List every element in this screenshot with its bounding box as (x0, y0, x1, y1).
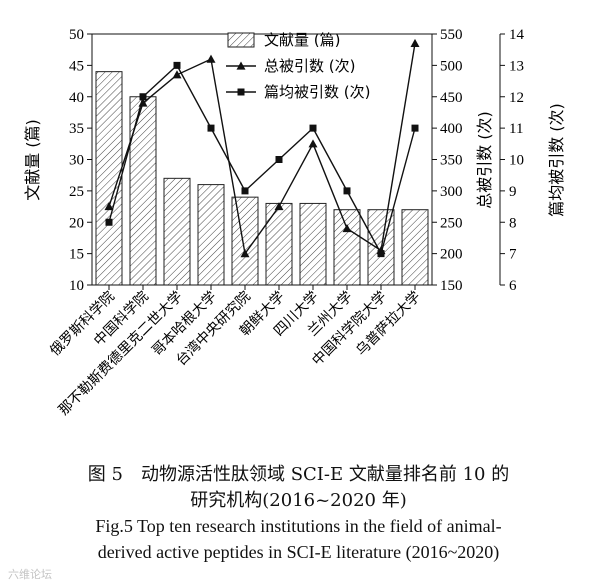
right1-tick-label-3: 300 (440, 184, 463, 200)
right2-tick-label-8: 14 (509, 27, 525, 43)
bar-7 (334, 210, 360, 285)
left-tick-label-0: 10 (69, 278, 84, 294)
average-citations-point-0 (106, 219, 113, 226)
caption-chinese-line-1: 图 5 动物源活性肽领域 SCI-E 文献量排名前 10 的 (0, 460, 597, 486)
bar-9 (402, 210, 428, 285)
legend-swatch-bar (228, 33, 254, 47)
right2-tick-label-0: 6 (509, 278, 517, 294)
average-citations-point-4 (242, 187, 249, 194)
left-tick-label-6: 40 (69, 90, 84, 106)
right1-tick-label-4: 350 (440, 153, 463, 169)
right1-tick-label-0: 150 (440, 278, 463, 294)
bar-3 (198, 185, 224, 285)
right1-axis-title: 总被引数 (次) (475, 111, 494, 209)
legend-label-average: 篇均被引数 (次) (264, 83, 370, 101)
bar-2 (164, 178, 190, 285)
right2-tick-label-6: 12 (509, 90, 524, 106)
left-tick-label-1: 15 (69, 247, 84, 263)
chart: 10 15 20 25 30 35 40 45 50 150 200 250 300 350 400 450 5… (0, 0, 597, 455)
average-citations-point-5 (276, 156, 283, 163)
right1-tick-label-7: 500 (440, 58, 463, 74)
right2-axis-title: 篇均被引数 (次) (547, 103, 566, 217)
right2-tick-label-7: 13 (509, 58, 524, 74)
caption-english-line-2: derived active peptides in SCI-E literat… (0, 542, 597, 563)
left-tick-label-4: 30 (69, 153, 84, 169)
left-tick-label-7: 45 (69, 58, 84, 74)
right1-tick-label-6: 450 (440, 90, 463, 106)
watermark: 六维论坛 (8, 566, 52, 582)
left-axis-title: 文献量 (篇) (23, 119, 42, 201)
left-tick-label-5: 35 (69, 121, 84, 137)
average-citations-point-6 (310, 125, 317, 132)
right1-tick-label-2: 250 (440, 215, 463, 231)
caption-chinese-line-2: 研究机构(2016~2020 年) (0, 486, 597, 512)
average-citations-point-8 (378, 250, 385, 257)
average-citations-point-3 (208, 125, 215, 132)
right1-tick-label-1: 200 (440, 247, 463, 263)
average-citations-point-9 (412, 125, 419, 132)
left-tick-label-3: 25 (69, 184, 84, 200)
average-citations-point-1 (140, 93, 147, 100)
right1-tick-label-8: 550 (440, 27, 463, 43)
legend-marker-average (238, 89, 245, 96)
bar-5 (266, 203, 292, 285)
legend-label-bar: 文献量 (篇) (264, 31, 340, 49)
right2-tick-label-2: 8 (509, 215, 517, 231)
bar-1 (130, 97, 156, 285)
legend-label-total: 总被引数 (次) (264, 57, 355, 75)
right2-tick-label-1: 7 (509, 247, 517, 263)
average-citations-point-7 (344, 187, 351, 194)
right2-tick-label-3: 9 (509, 184, 517, 200)
total-citations-point-3 (207, 55, 216, 63)
bar-6 (300, 203, 326, 285)
left-tick-label-8: 50 (69, 27, 84, 43)
total-citations-point-9 (411, 39, 420, 47)
average-citations-point-2 (174, 62, 181, 69)
total-citations-point-6 (309, 139, 318, 147)
caption-english-line-1: Fig.5 Top ten research institutions in t… (0, 516, 597, 537)
left-tick-label-2: 20 (69, 215, 84, 231)
right2-tick-label-5: 11 (509, 121, 523, 137)
right2-tick-label-4: 10 (509, 153, 524, 169)
right1-tick-label-5: 400 (440, 121, 463, 137)
